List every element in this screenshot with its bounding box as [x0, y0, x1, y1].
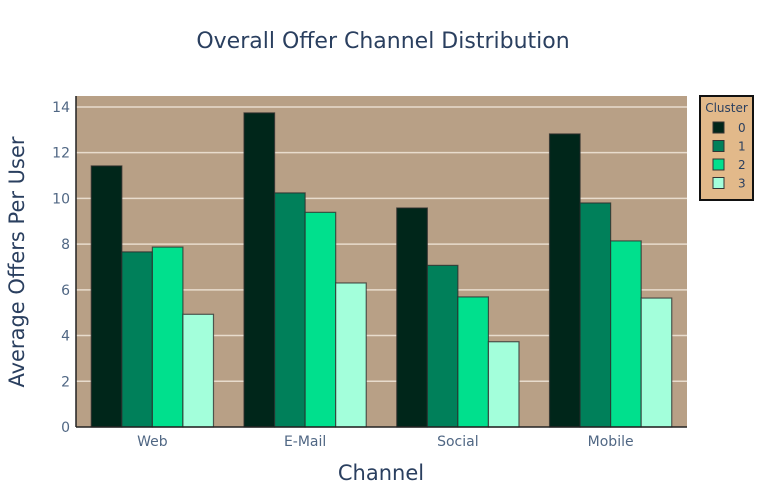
legend-swatch-3[interactable]	[712, 177, 725, 189]
x-tick-label: Mobile	[588, 434, 634, 450]
y-tick-label: 0	[61, 420, 70, 436]
legend-label-0[interactable]: 0	[738, 121, 746, 135]
bar-social-cluster-3	[487, 341, 520, 428]
bar-e-mail-cluster-2	[304, 211, 337, 428]
legend-label-2[interactable]: 2	[738, 158, 746, 172]
bar-mobile-cluster-2	[610, 240, 642, 428]
legend-label-3[interactable]: 3	[738, 177, 746, 191]
bar-web-cluster-1	[121, 251, 153, 428]
bar-social-cluster-1	[426, 264, 459, 428]
legend-swatch-2[interactable]	[712, 158, 725, 171]
y-tick-label: 12	[52, 146, 70, 162]
y-tick-label: 14	[52, 100, 70, 116]
y-axis-ticks: 0 2 4 6 8 10 12 14	[52, 100, 70, 436]
y-axis-title: Average Offers Per User	[5, 136, 29, 387]
legend-label-1[interactable]: 1	[738, 140, 746, 154]
bar-e-mail-cluster-0	[243, 112, 276, 428]
bar-web-cluster-0	[90, 165, 123, 428]
y-tick-label: 4	[61, 329, 70, 345]
legend: Cluster 0 1 2 3	[699, 95, 754, 201]
y-tick-label: 2	[61, 374, 70, 390]
bar-mobile-cluster-1	[579, 202, 612, 428]
bar-web-cluster-2	[151, 246, 184, 428]
x-tick-label: E-Mail	[284, 434, 326, 450]
bar-mobile-cluster-0	[548, 133, 581, 428]
chart-title: Overall Offer Channel Distribution	[196, 29, 569, 54]
bar-e-mail-cluster-1	[273, 192, 306, 428]
bar-web-cluster-3	[182, 313, 215, 428]
x-axis-title: Channel	[338, 461, 424, 485]
bar-social-cluster-0	[396, 207, 428, 428]
legend-swatch-1[interactable]	[712, 140, 725, 152]
y-tick-label: 8	[61, 237, 70, 253]
bar-social-cluster-2	[457, 296, 490, 428]
bar-mobile-cluster-3	[640, 297, 673, 428]
legend-title: Cluster	[705, 101, 748, 115]
x-tick-label: Web	[137, 434, 168, 450]
bar-e-mail-cluster-3	[335, 282, 367, 428]
y-tick-label: 10	[52, 191, 70, 207]
x-axis-ticks: Web E-Mail Social Mobile	[137, 434, 633, 450]
legend-swatch-0[interactable]	[712, 121, 725, 134]
legend-box	[699, 95, 754, 201]
x-tick-label: Social	[437, 434, 479, 450]
y-tick-label: 6	[61, 283, 70, 299]
